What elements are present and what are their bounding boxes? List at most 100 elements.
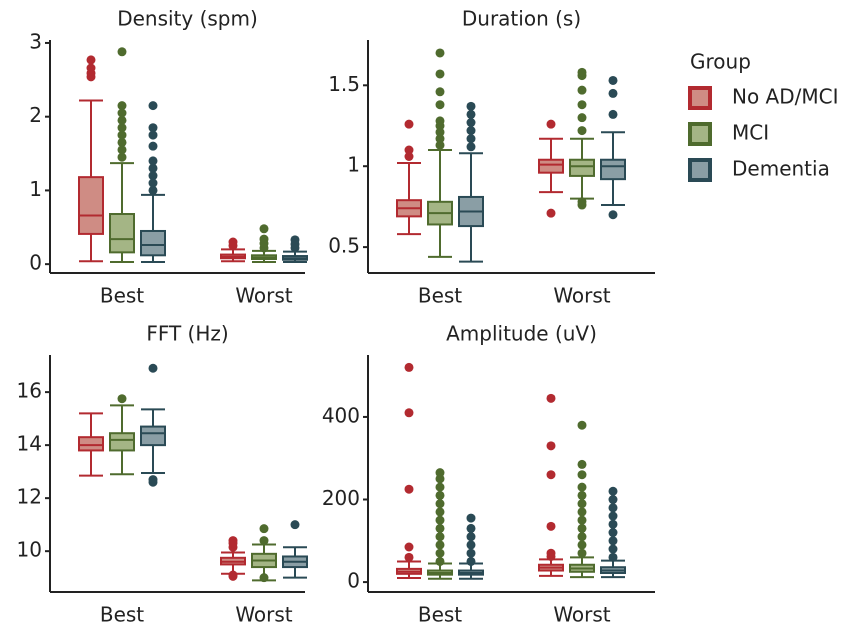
outlier	[86, 55, 96, 65]
outlier	[608, 210, 618, 220]
outlier	[435, 134, 445, 144]
outlier	[404, 542, 414, 552]
outlier	[577, 499, 587, 509]
box	[109, 213, 135, 254]
outlier	[608, 503, 618, 513]
outlier	[466, 548, 476, 558]
outlier	[546, 521, 556, 531]
outlier	[608, 519, 618, 529]
outlier	[404, 408, 414, 418]
outlier	[404, 362, 414, 372]
panel-title: Duration (s)	[462, 7, 581, 31]
outlier	[228, 570, 238, 580]
outlier	[466, 134, 476, 144]
box	[140, 229, 166, 257]
outlier	[608, 495, 618, 505]
outlier	[435, 48, 445, 58]
outlier	[86, 63, 96, 73]
y-tick-label: 3	[29, 29, 42, 53]
outlier	[577, 67, 587, 77]
panel-title: FFT (Hz)	[146, 322, 228, 346]
outlier	[466, 523, 476, 533]
outlier	[404, 145, 414, 155]
x-tick-label: Worst	[553, 284, 610, 308]
outlier	[435, 474, 445, 484]
box	[140, 425, 166, 447]
outlier	[466, 101, 476, 111]
outlier	[466, 532, 476, 542]
outlier	[435, 507, 445, 517]
outlier	[608, 552, 618, 562]
box	[569, 158, 595, 177]
outlier	[148, 163, 158, 173]
outlier	[435, 556, 445, 566]
outlier	[546, 208, 556, 218]
outlier	[577, 459, 587, 469]
outlier	[404, 152, 414, 161]
outlier	[577, 85, 587, 95]
y-tick-label: 1	[29, 177, 42, 201]
outlier	[435, 87, 445, 97]
outlier	[577, 470, 587, 480]
outlier	[117, 108, 127, 118]
outlier	[577, 420, 587, 430]
outlier	[466, 556, 476, 566]
outlier	[148, 178, 158, 188]
y-tick-label: 1	[347, 153, 360, 177]
y-tick-label: 12	[17, 485, 42, 509]
outlier	[228, 536, 238, 546]
outlier	[148, 123, 158, 133]
legend-swatch	[688, 158, 712, 182]
outlier	[404, 552, 414, 562]
outlier	[577, 490, 587, 500]
outlier	[117, 137, 127, 147]
outlier	[435, 69, 445, 79]
outlier	[259, 536, 269, 546]
outlier	[577, 113, 587, 123]
outlier	[290, 520, 300, 530]
outlier	[435, 523, 445, 533]
outlier	[148, 185, 158, 195]
outlier	[259, 573, 269, 583]
outlier	[608, 511, 618, 521]
outlier	[148, 363, 158, 373]
box	[538, 158, 564, 174]
box	[600, 158, 626, 181]
outlier	[259, 234, 269, 244]
outlier	[577, 197, 587, 207]
legend-title: Group	[690, 50, 751, 74]
outlier	[259, 224, 269, 234]
y-tick-label: 10	[17, 538, 42, 562]
legend-label: Dementia	[732, 157, 830, 181]
outlier	[148, 156, 158, 166]
outlier	[259, 524, 269, 534]
outlier	[466, 142, 476, 152]
outlier	[148, 475, 158, 485]
outlier	[466, 126, 476, 136]
panel-title: Density (spm)	[117, 7, 258, 31]
outlier	[435, 100, 445, 110]
y-tick-label: 200	[322, 486, 360, 510]
outlier	[117, 115, 127, 125]
outlier	[466, 118, 476, 128]
outlier	[148, 171, 158, 181]
outlier	[435, 468, 445, 478]
outlier	[435, 482, 445, 492]
y-tick-label: 1.5	[328, 72, 360, 96]
outlier	[546, 470, 556, 480]
outlier	[117, 394, 127, 404]
outlier	[435, 490, 445, 500]
x-tick-label: Worst	[235, 284, 292, 308]
legend-label: No AD/MCI	[732, 85, 839, 109]
y-tick-label: 0	[347, 569, 360, 593]
outlier	[117, 101, 127, 111]
outlier	[577, 482, 587, 492]
y-tick-label: 0	[29, 251, 42, 275]
outlier	[577, 523, 587, 533]
outlier	[435, 548, 445, 558]
y-tick-label: 16	[17, 379, 42, 403]
outlier	[148, 130, 158, 140]
outlier	[577, 548, 587, 558]
outlier	[117, 123, 127, 133]
